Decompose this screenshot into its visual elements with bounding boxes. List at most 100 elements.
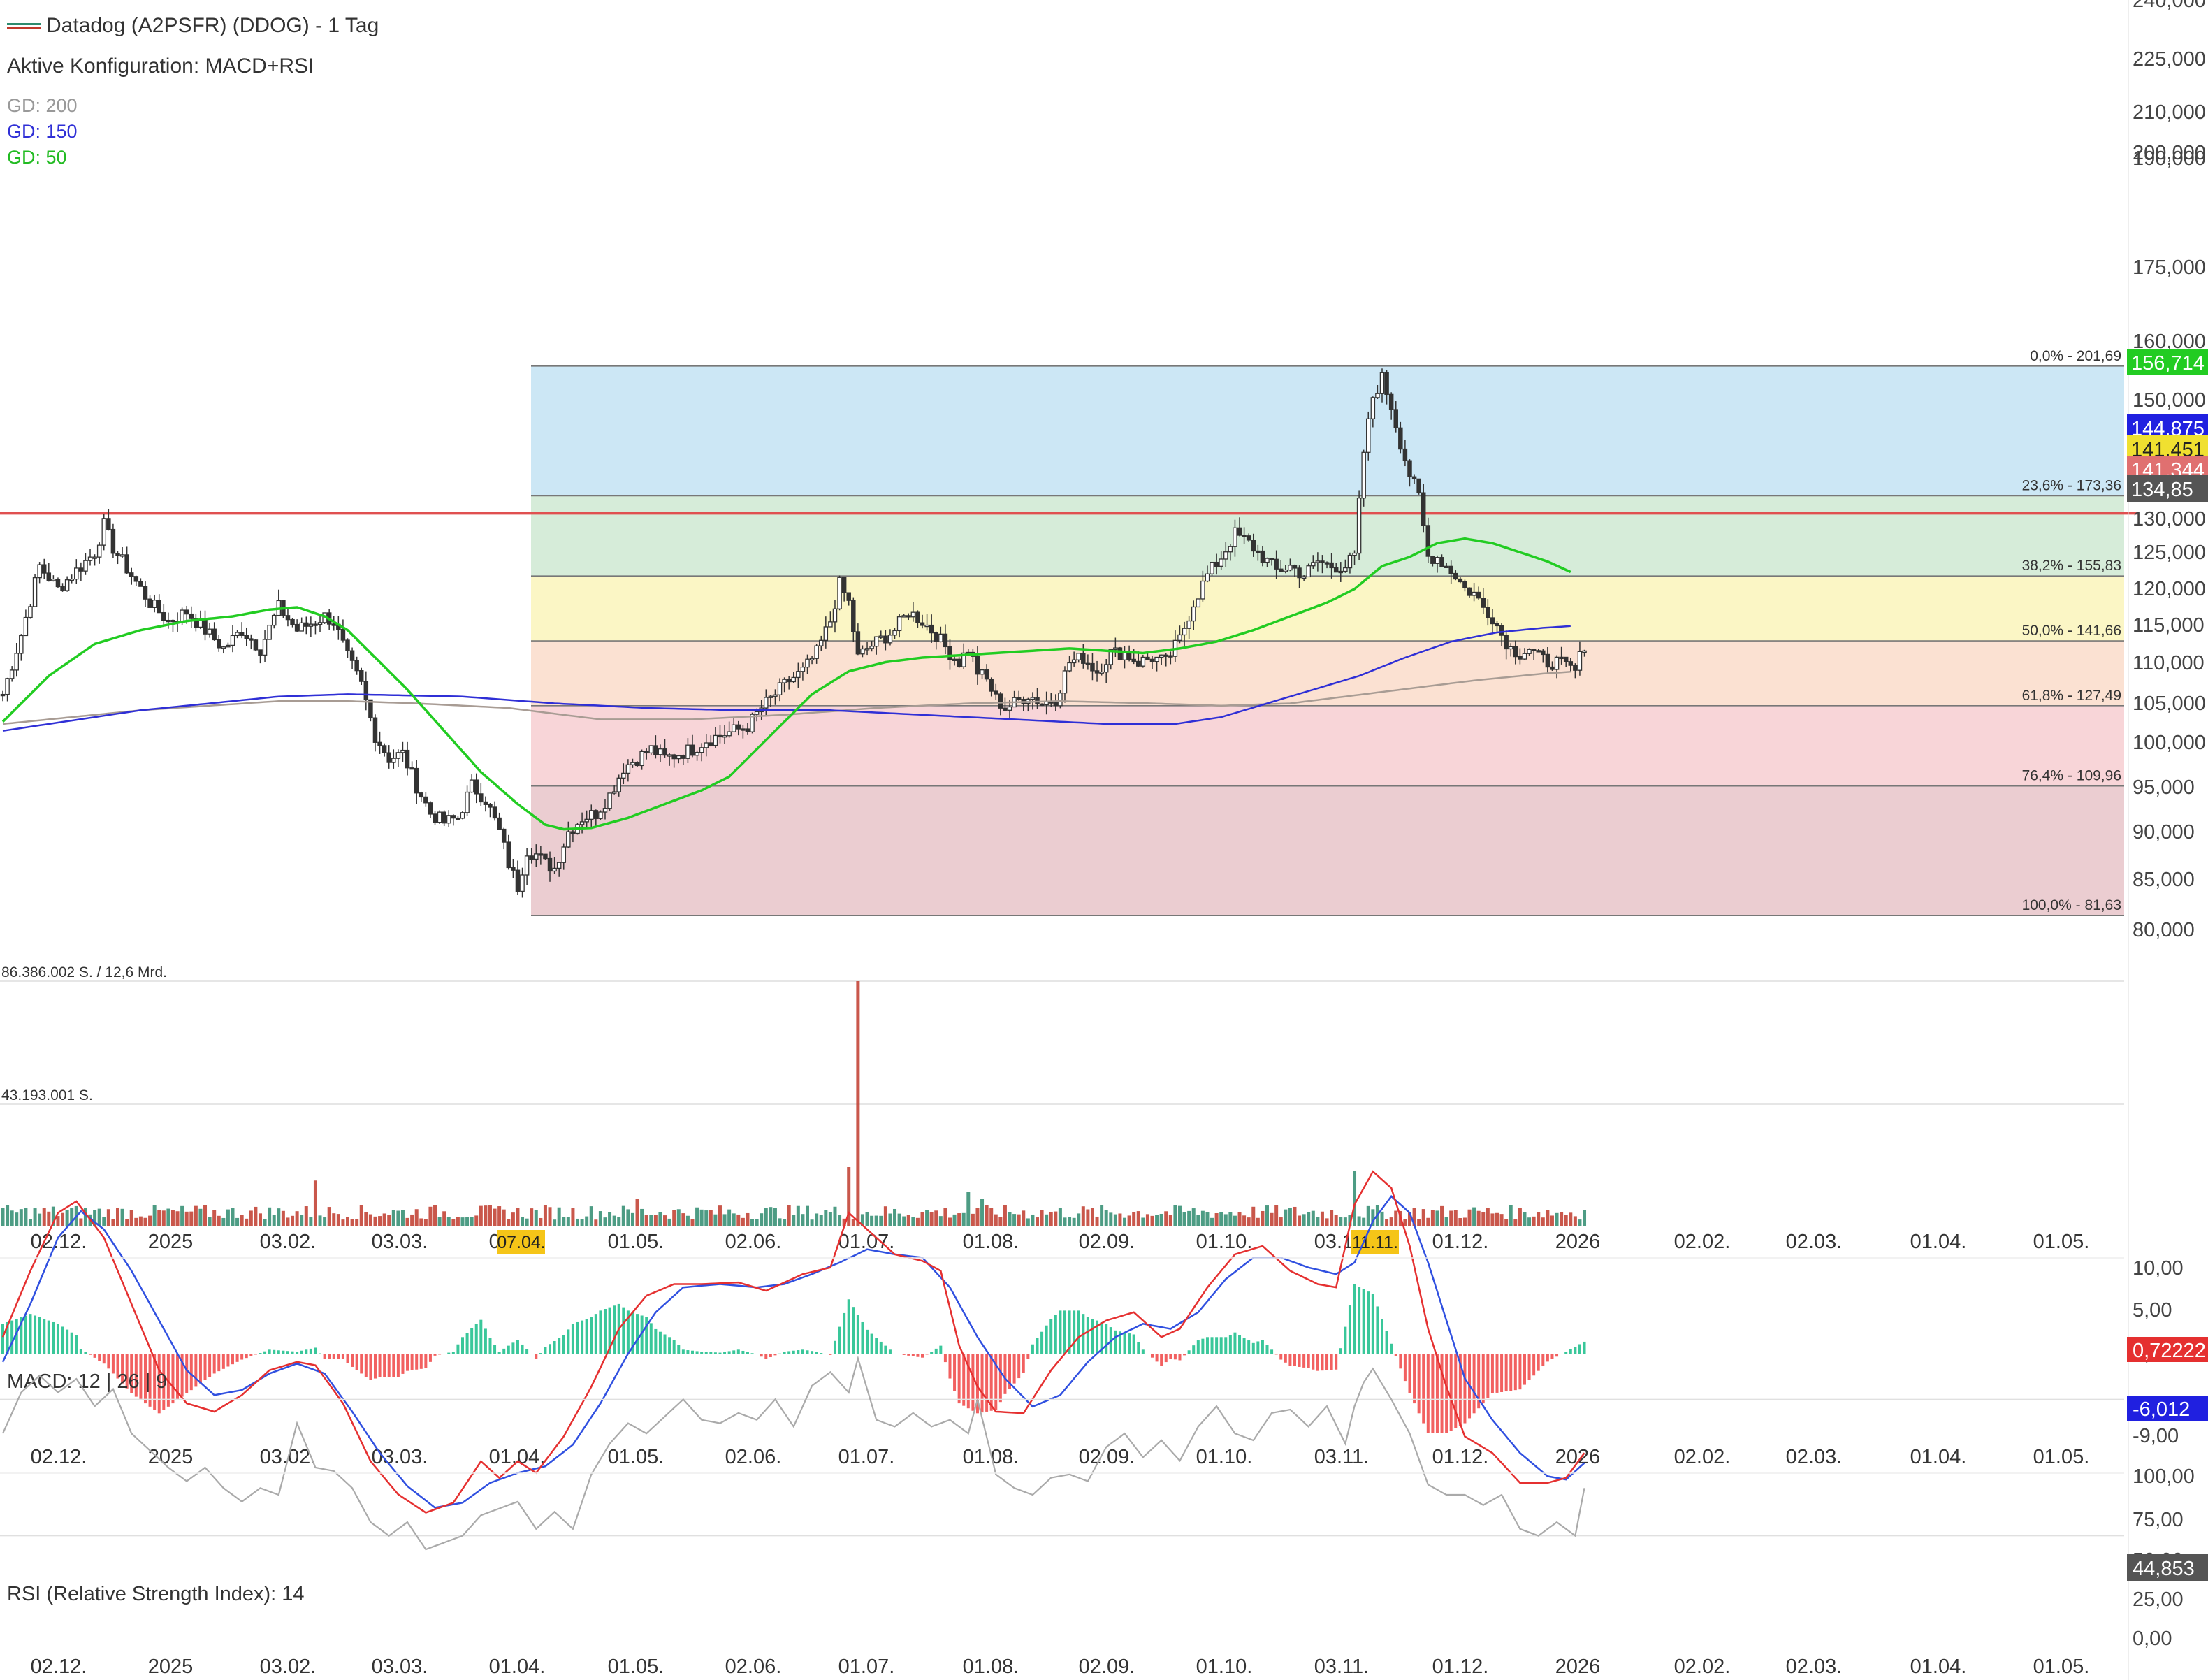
macd-bar — [1114, 1330, 1117, 1354]
candle — [1407, 460, 1412, 477]
macd-bar — [75, 1335, 78, 1354]
candle — [1154, 656, 1159, 662]
candle — [1522, 653, 1527, 660]
macd-bar — [1564, 1352, 1568, 1354]
macd-bar — [736, 1349, 740, 1354]
volume-bar — [943, 1208, 947, 1226]
macd-bar — [419, 1354, 423, 1369]
price-tick-label: 125,000 — [2133, 542, 2206, 564]
volume-bar — [1537, 1212, 1541, 1226]
macd-bar — [713, 1352, 717, 1354]
macd-bar — [1059, 1310, 1062, 1354]
time-tick-label: 03.03. — [372, 1446, 428, 1468]
fib-zone — [531, 576, 2124, 642]
macd-bar — [1583, 1341, 1586, 1354]
macd-tick-label: -9,00 — [2133, 1425, 2179, 1447]
macd-bar — [608, 1307, 611, 1354]
macd-bar — [102, 1354, 106, 1364]
candle — [1058, 693, 1063, 707]
volume-bar — [1430, 1210, 1435, 1226]
volume-bar — [1191, 1208, 1196, 1226]
volume-bar — [194, 1205, 198, 1226]
price-badge — [2127, 349, 2208, 375]
volume-bar — [1467, 1209, 1472, 1226]
macd-bar — [1137, 1342, 1140, 1354]
volume-bar — [1284, 1209, 1288, 1226]
candle — [602, 808, 608, 813]
candle — [1388, 393, 1394, 410]
volume-bar — [221, 1217, 226, 1226]
volume-bar — [649, 1215, 653, 1226]
candle — [975, 656, 980, 675]
volume-bar — [1159, 1213, 1163, 1226]
macd-bar — [1270, 1349, 1274, 1354]
candle — [313, 623, 318, 626]
candle — [1090, 662, 1095, 672]
macd-bar — [1550, 1354, 1554, 1359]
candle — [147, 598, 152, 608]
candle — [648, 745, 654, 754]
macd-bar — [226, 1354, 230, 1367]
volume-bar — [576, 1218, 579, 1226]
macd-bar — [208, 1354, 212, 1377]
volume-bar — [15, 1212, 19, 1226]
candle — [1200, 580, 1205, 600]
macd-bar — [38, 1317, 41, 1354]
candle — [1347, 554, 1353, 569]
candle — [814, 645, 819, 659]
candle — [230, 635, 235, 646]
macd-bar — [852, 1307, 855, 1354]
candle — [883, 635, 888, 644]
volume-bar — [1518, 1208, 1522, 1226]
candle — [1145, 656, 1150, 660]
candle — [892, 630, 897, 636]
macd-bar — [567, 1329, 570, 1354]
price-badge — [2127, 475, 2208, 502]
candle — [579, 821, 585, 825]
volume-bar — [741, 1217, 745, 1226]
macd-bar — [838, 1326, 841, 1354]
volume-bar — [897, 1213, 901, 1226]
fib-label: 76,4% - 109,96 — [2022, 768, 2121, 784]
fib-label: 23,6% - 173,36 — [2022, 477, 2121, 493]
macd-bar — [461, 1337, 464, 1354]
volume-bar — [833, 1206, 837, 1226]
price-tick-label: 90,000 — [2133, 821, 2195, 843]
macd-bar — [89, 1354, 92, 1355]
volume-bar — [396, 1210, 400, 1226]
volume-bar — [1100, 1205, 1104, 1226]
candle — [736, 724, 741, 730]
volume-bar — [732, 1213, 736, 1226]
candle — [19, 635, 24, 654]
macd-bar — [415, 1354, 419, 1370]
macd-bar — [1118, 1331, 1121, 1354]
macd-bar — [1431, 1354, 1435, 1433]
macd-bar — [217, 1354, 221, 1372]
candle — [419, 792, 424, 798]
macd-bar — [1219, 1337, 1223, 1354]
volume-bar — [51, 1206, 55, 1226]
volume-bar — [1440, 1205, 1444, 1226]
volume-bar — [1302, 1214, 1306, 1226]
candle — [1467, 587, 1472, 596]
volume-bar — [387, 1215, 391, 1226]
volume-bar — [511, 1212, 515, 1226]
volume-bar — [672, 1210, 676, 1226]
macd-bar — [718, 1352, 722, 1354]
candle — [1545, 653, 1550, 668]
macd-bar — [1509, 1354, 1513, 1391]
macd-bar — [1339, 1348, 1342, 1354]
macd-bar — [24, 1315, 27, 1354]
candle — [671, 754, 676, 760]
candle — [1177, 634, 1182, 642]
candle — [607, 792, 612, 809]
date-highlight-label: 07.04. — [497, 1233, 546, 1252]
rsi-tick-label: 75,00 — [2133, 1509, 2184, 1531]
volume-bar — [295, 1211, 299, 1226]
time-tick-label: 01.04. — [489, 1446, 546, 1468]
candle — [1256, 550, 1261, 553]
candle — [1163, 654, 1168, 657]
candle — [331, 623, 337, 626]
candle — [41, 564, 47, 574]
